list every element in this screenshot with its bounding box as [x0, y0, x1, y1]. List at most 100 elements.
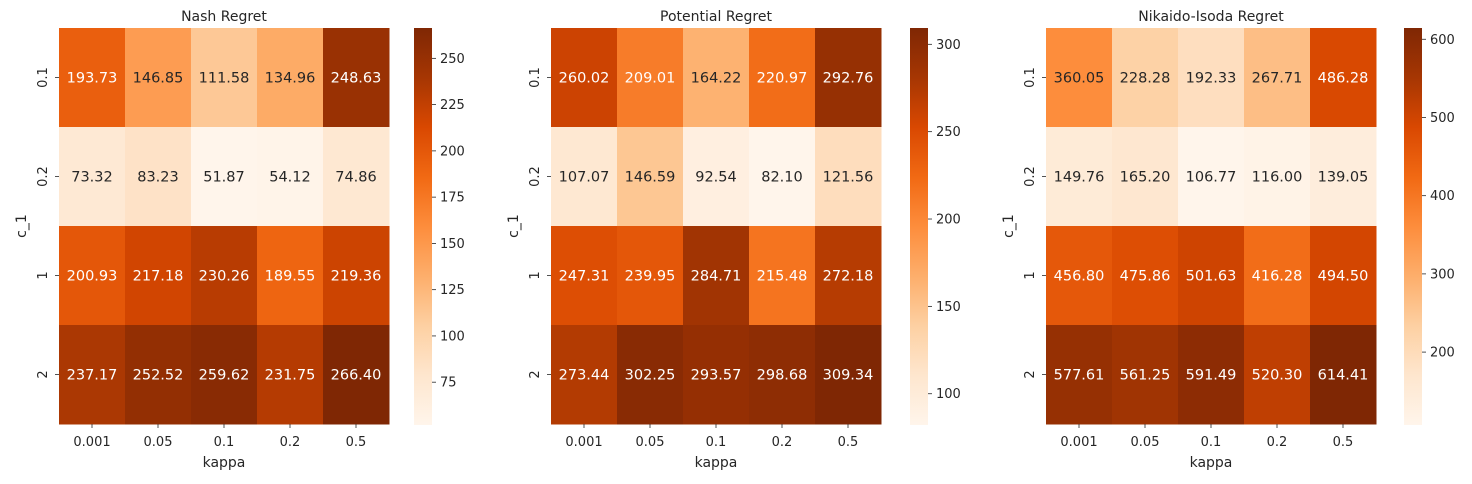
heatmap-cell: [1244, 127, 1311, 227]
heatmap-cell: [617, 226, 684, 326]
y-tick-label: 0.2: [36, 166, 51, 187]
heatmap-cell: [1046, 325, 1113, 425]
cell-value-label: 239.95: [625, 269, 676, 285]
cell-value-label: 293.57: [691, 368, 742, 384]
heatmap-cell: [1310, 325, 1377, 425]
cell-value-label: 260.02: [559, 71, 610, 87]
cell-value-label: 139.05: [1318, 170, 1369, 186]
cell-value-label: 237.17: [67, 368, 118, 384]
cell-value-label: 272.18: [823, 269, 874, 285]
cell-value-label: 54.12: [269, 170, 311, 186]
x-tick-label: 0.001: [73, 435, 110, 450]
heatmap-cell: [815, 127, 882, 227]
x-tick-label: 0.2: [1267, 435, 1288, 450]
heatmap-cell: [1310, 127, 1377, 227]
y-tick-label: 2: [36, 370, 51, 378]
cell-value-label: 520.30: [1252, 368, 1303, 384]
x-axis-label: kappa: [695, 455, 738, 471]
heatmap-cell: [1178, 28, 1245, 128]
heatmap-cell: [125, 226, 192, 326]
colorbar-tick-label: 150: [440, 237, 465, 252]
x-tick-label: 0.001: [565, 435, 602, 450]
colorbar-tick-label: 150: [936, 300, 961, 315]
heatmap-panel: Nash Regret 193.73 146.85 111.58 134.96 248.6…: [14, 9, 465, 471]
cell-value-label: 193.73: [67, 71, 118, 87]
heatmap-cell: [1178, 127, 1245, 227]
heatmap-cell: [617, 127, 684, 227]
heatmap-cell: [1178, 325, 1245, 425]
cell-value-label: 189.55: [265, 269, 316, 285]
heatmap-cell: [815, 325, 882, 425]
x-tick-label: 0.5: [1333, 435, 1354, 450]
cell-value-label: 273.44: [559, 368, 610, 384]
cell-value-label: 121.56: [823, 170, 874, 186]
x-tick-label: 0.1: [1201, 435, 1222, 450]
cell-value-label: 486.28: [1318, 71, 1369, 87]
heatmap-cell: [1112, 226, 1179, 326]
cell-value-label: 220.97: [757, 71, 808, 87]
colorbar-tick-label: 75: [440, 376, 457, 391]
colorbar-tick-label: 600: [1430, 33, 1455, 48]
heatmap-cell: [59, 127, 126, 227]
cell-value-label: 83.23: [137, 170, 179, 186]
cell-value-label: 309.34: [823, 368, 874, 384]
cell-value-label: 107.07: [559, 170, 610, 186]
heatmap-cell: [815, 226, 882, 326]
heatmap-cell: [1244, 325, 1311, 425]
heatmap-cell: [191, 226, 258, 326]
y-axis-label: c_1: [506, 214, 522, 238]
cell-value-label: 456.80: [1054, 269, 1105, 285]
colorbar-tick-label: 200: [936, 213, 961, 228]
y-tick-label: 0.1: [528, 67, 543, 88]
cell-value-label: 252.52: [133, 368, 184, 384]
y-axis-label: c_1: [14, 214, 30, 238]
cell-value-label: 146.59: [625, 170, 676, 186]
heatmap-cell: [323, 325, 390, 425]
y-tick-label: 1: [1023, 271, 1038, 279]
cell-value-label: 134.96: [265, 71, 316, 87]
cell-value-label: 116.00: [1252, 170, 1303, 186]
panel-title: Nikaido-Isoda Regret: [1138, 9, 1284, 25]
heatmap-cell: [749, 325, 816, 425]
cell-value-label: 92.54: [695, 170, 737, 186]
heatmap-cell: [59, 28, 126, 128]
heatmap-cell: [551, 127, 618, 227]
colorbar-tick-label: 250: [440, 52, 465, 67]
cell-value-label: 292.76: [823, 71, 874, 87]
cell-value-label: 51.87: [203, 170, 245, 186]
x-tick-label: 0.5: [346, 435, 367, 450]
colorbar-tick-label: 125: [440, 283, 465, 298]
heatmap-cell: [1244, 28, 1311, 128]
heatmap-cell: [191, 127, 258, 227]
colorbar-tick-label: 175: [440, 191, 465, 206]
heatmap-cell: [257, 226, 324, 326]
y-tick-label: 2: [1023, 370, 1038, 378]
x-tick-label: 0.2: [280, 435, 301, 450]
cell-value-label: 106.77: [1186, 170, 1237, 186]
cell-value-label: 475.86: [1120, 269, 1171, 285]
heatmap-cell: [749, 226, 816, 326]
cell-value-label: 217.18: [133, 269, 184, 285]
cell-value-label: 231.75: [265, 368, 316, 384]
heatmap-cell: [749, 28, 816, 128]
cell-value-label: 284.71: [691, 269, 742, 285]
y-tick-label: 0.1: [1023, 67, 1038, 88]
colorbar-tick-label: 225: [440, 98, 465, 113]
heatmap-cell: [1310, 28, 1377, 128]
colorbar: [1404, 28, 1422, 425]
x-tick-label: 0.05: [1131, 435, 1160, 450]
cell-value-label: 73.32: [71, 170, 113, 186]
y-tick-label: 0.2: [1023, 166, 1038, 187]
cell-value-label: 267.71: [1252, 71, 1303, 87]
cell-value-label: 74.86: [335, 170, 377, 186]
cell-value-label: 209.01: [625, 71, 676, 87]
colorbar-tick-label: 250: [936, 125, 961, 140]
y-tick-label: 0.2: [528, 166, 543, 187]
heatmap-cell: [323, 226, 390, 326]
heatmap-cell: [551, 325, 618, 425]
colorbar-tick-label: 300: [936, 38, 961, 53]
y-tick-label: 1: [528, 271, 543, 279]
cell-value-label: 259.62: [199, 368, 250, 384]
heatmap-cell: [1046, 127, 1113, 227]
